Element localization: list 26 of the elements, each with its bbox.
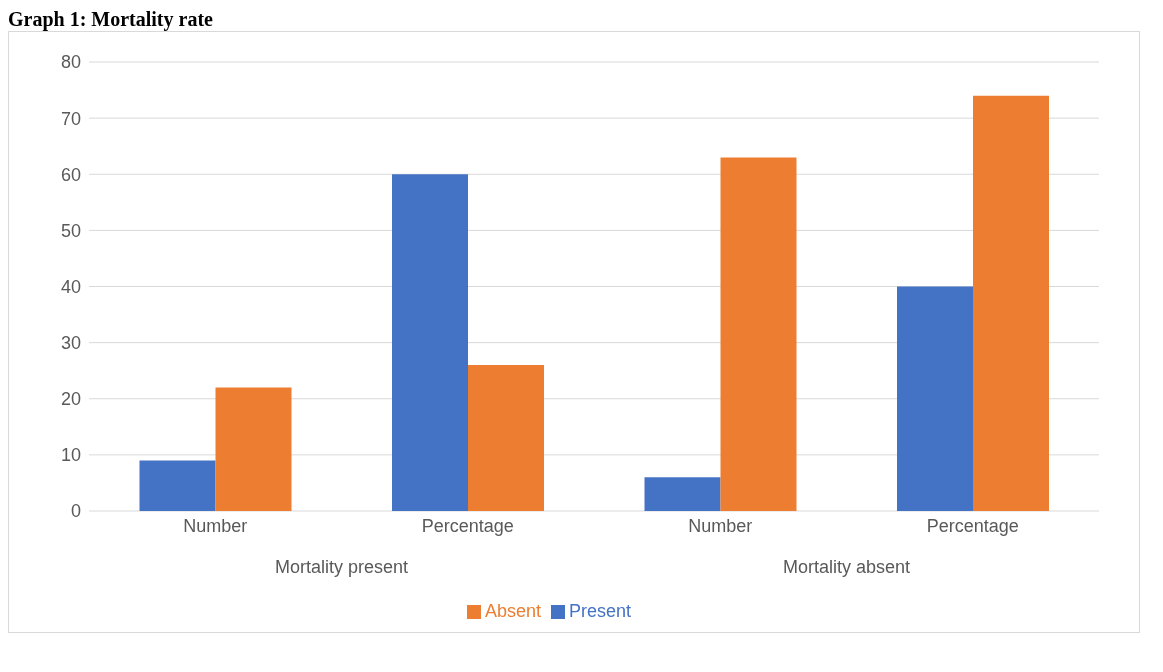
legend-label: Absent xyxy=(484,601,541,621)
y-tick-label: 50 xyxy=(60,220,81,241)
bar xyxy=(139,460,216,511)
x-tick-label: Number xyxy=(688,515,753,536)
y-tick-label: 20 xyxy=(60,389,81,410)
bar xyxy=(215,387,292,511)
text: Mortality present xyxy=(273,557,410,578)
x-tick-label: Percentage xyxy=(421,515,514,536)
chart-title: Graph 1: Mortality rate xyxy=(8,8,214,31)
x-tick-label: Number xyxy=(183,515,248,536)
x-tick-label: Percentage xyxy=(926,515,1019,536)
bar xyxy=(468,365,544,511)
bar xyxy=(720,157,797,511)
y-tick-label: 40 xyxy=(60,276,81,297)
y-tick-label: 0 xyxy=(70,501,81,522)
y-tick-label: 10 xyxy=(60,445,81,466)
legend-label: Present xyxy=(569,601,632,621)
y-tick-label: 30 xyxy=(60,333,81,354)
y-tick-label: 70 xyxy=(60,108,81,129)
bar xyxy=(897,286,973,511)
bar xyxy=(644,477,721,511)
text: Mortality absent xyxy=(781,557,912,578)
bar xyxy=(392,174,468,511)
y-tick-label: 80 xyxy=(60,52,81,73)
y-tick-label: 60 xyxy=(60,164,81,185)
bar xyxy=(973,95,1049,511)
